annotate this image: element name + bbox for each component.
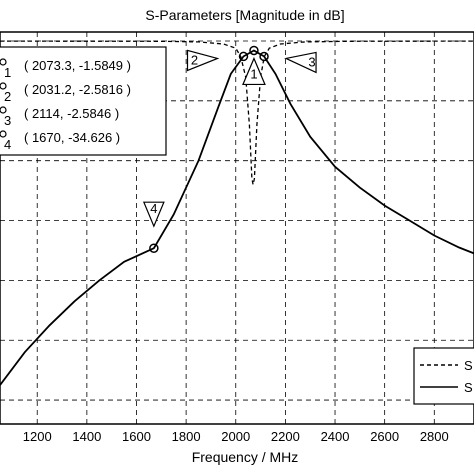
x-tick-label: 2000 bbox=[221, 429, 250, 444]
marker-flag-2 bbox=[186, 49, 220, 72]
x-tick-label: 1600 bbox=[122, 429, 151, 444]
marker-flag-label-2: 2 bbox=[191, 52, 198, 67]
grid bbox=[0, 32, 474, 424]
x-tick-label: 1400 bbox=[72, 429, 101, 444]
marker-table-id: 3 bbox=[4, 113, 11, 128]
x-tick-label: 2400 bbox=[321, 429, 350, 444]
marker-table-id: 2 bbox=[4, 89, 11, 104]
data-markers: 1 2 3 4 bbox=[142, 45, 317, 253]
marker-table-symbol bbox=[0, 82, 7, 90]
x-tick-label: 2200 bbox=[271, 429, 300, 444]
plot-frame bbox=[0, 31, 474, 425]
marker-table-symbol bbox=[0, 106, 7, 114]
marker-table-id: 1 bbox=[4, 65, 11, 80]
marker-table: 1 ( 2073.3, -1.5849 ) 2 ( 2031.2, -2.5816 )… bbox=[0, 46, 167, 156]
x-tick-label: 1200 bbox=[23, 429, 52, 444]
marker-table-entry: ( 1670, -34.626 ) bbox=[24, 130, 120, 145]
marker-table-box bbox=[0, 46, 167, 156]
x-tick-labels: 1200 1400 1600 1800 2000 2200 2400 2600 2800 bbox=[23, 429, 449, 444]
marker-point-2 bbox=[238, 51, 249, 62]
x-tick-label: 2800 bbox=[420, 429, 449, 444]
legend-box bbox=[413, 347, 474, 405]
series-line-solid bbox=[0, 49, 474, 386]
legend-label: S bbox=[464, 358, 473, 373]
marker-flag-label-4: 4 bbox=[150, 201, 157, 216]
marker-table-entry: ( 2114, -2.5846 ) bbox=[24, 106, 119, 121]
marker-flag-label-1: 1 bbox=[250, 66, 257, 81]
marker-flag-label-3: 3 bbox=[308, 54, 315, 69]
legend-label: S bbox=[464, 380, 473, 395]
chart-title: S-Parameters [Magnitude in dB] bbox=[145, 7, 344, 23]
series-line-dashed bbox=[0, 40, 474, 185]
x-tick-label: 1800 bbox=[172, 429, 201, 444]
marker-point-4 bbox=[149, 243, 159, 253]
marker-flag-1 bbox=[242, 56, 266, 86]
marker-table-entry: ( 2031.2, -2.5816 ) bbox=[24, 82, 131, 97]
legend: SS bbox=[413, 347, 474, 405]
marker-table-id: 4 bbox=[4, 137, 11, 152]
marker-point-3 bbox=[259, 51, 269, 62]
series-lines bbox=[0, 40, 474, 386]
marker-flag-4 bbox=[142, 201, 165, 228]
marker-table-symbol bbox=[0, 58, 7, 66]
marker-point-1 bbox=[249, 45, 259, 56]
x-tick-label: 2600 bbox=[370, 429, 399, 444]
marker-flag-3 bbox=[284, 51, 317, 74]
marker-table-symbol bbox=[0, 130, 7, 138]
marker-table-entry: ( 2073.3, -1.5849 ) bbox=[24, 58, 131, 73]
x-axis-label: Frequency / MHz bbox=[192, 449, 299, 465]
